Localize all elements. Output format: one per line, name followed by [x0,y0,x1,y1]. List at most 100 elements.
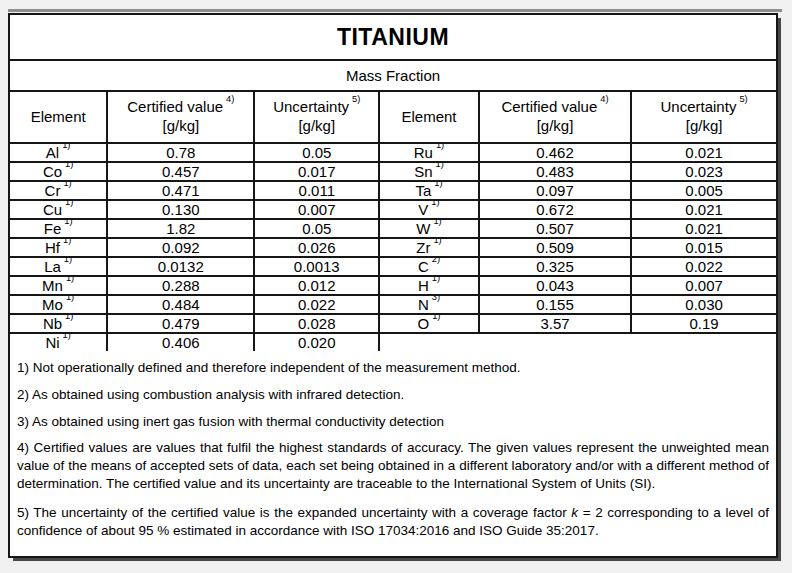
uncertainty-cell: 0.023 [631,162,776,181]
certified-value-header-left: Certified value4) [g/kg] [107,92,254,143]
footnote-ref: 1) [63,238,71,245]
certified-value-cell: 0.325 [479,257,631,276]
uncertainty-cell: 0.0013 [254,257,379,276]
certified-value-cell: 0.507 [479,219,631,238]
certified-value-cell: 0.406 [107,333,254,351]
footnote-ref: 1) [66,295,74,302]
uncertainty-header-left: Uncertainty5) [g/kg] [254,92,379,143]
element-cell: O1) [379,314,479,333]
certified-value-cell: 0.092 [107,238,254,257]
footnote-ref: 1) [433,219,441,226]
uncertainty-cell: 0.007 [254,200,379,219]
unit-label: [g/kg] [110,117,251,136]
certified-value-cell: 0.78 [107,143,254,162]
element-symbol: Co [43,163,62,180]
element-symbol: N [418,296,429,313]
certified-value-cell: 0.509 [479,238,631,257]
footnote-ref: 2) [432,257,440,264]
certified-value-cell: 0.462 [479,143,631,162]
uncertainty-cell: 0.007 [631,276,776,295]
certified-value-cell: 0.484 [107,295,254,314]
footnote-ref: 1) [436,143,444,150]
element-symbol: H [418,277,429,294]
table-row: Mo1)0.4840.022N3)0.1550.030 [10,295,776,314]
footnote-5-text: 5) The uncertainty of the certified valu… [17,505,571,520]
element-cell: H1) [379,276,479,295]
certified-value-cell: 1.82 [107,219,254,238]
unit-label: [g/kg] [634,117,774,136]
element-symbol: Zr [416,239,430,256]
element-cell: Mn1) [10,276,107,295]
footnote-ref: 1) [431,200,439,207]
table-row: Hf1)0.0920.026 Zr 1) 0.5090.015 [10,238,776,257]
uncertainty-cell: 0.022 [631,257,776,276]
uncertainty-cell: 0.021 [631,219,776,238]
element-cell: Cr1) [10,181,107,200]
element-symbol: Fe [44,220,62,237]
table-row: Fe1)1.820.05W1)0.5070.021 [10,219,776,238]
element-cell: Fe1) [10,219,107,238]
table-row: La1)0.01320.0013C2)0.3250.022 [10,257,776,276]
table-row: Cu1)0.1300.007V1)0.6720.021 [10,200,776,219]
mass-fraction-subtitle: Mass Fraction [10,61,776,92]
uncertainty-cell: 0.021 [631,143,776,162]
footnote-ref: 1) [65,314,73,321]
element-header-right: Element [379,92,479,143]
element-symbol: Ta [415,182,431,199]
uncertainty-cell: 0.015 [631,238,776,257]
element-header-label: Element [401,108,456,125]
table-row: Nb1)0.4790.028O1)3.570.19 [10,314,776,333]
element-symbol: Nb [43,315,62,332]
certified-value-cell: 3.57 [479,314,631,333]
footnote-ref: 1) [62,143,70,150]
element-header-label: Element [31,108,86,125]
element-symbol: Ni [45,334,59,351]
element-header-left: Element [10,92,107,143]
uncertainty-cell: 0.19 [631,314,776,333]
uncertainty-header-label: Uncertainty [661,98,737,115]
uncertainty-header-right: Uncertainty5) [g/kg] [631,92,776,143]
element-cell: Co1) [10,162,107,181]
table-row: Ni 1) 0.4060.020 [10,333,776,351]
footnote-ref-5: 5) [739,94,747,104]
certified-value-cell: 0.155 [479,295,631,314]
footnote-ref: 1) [65,200,73,207]
footnote-ref: 1) [432,314,440,321]
element-cell: Sn1) [379,162,479,181]
element-symbol: V [418,201,428,218]
element-cell: Nb1) [10,314,107,333]
uncertainty-cell: 0.028 [254,314,379,333]
certified-value-cell: 0.672 [479,200,631,219]
certified-value-cell: 0.043 [479,276,631,295]
table-row: Cr1)0.4710.011Ta1)0.0970.005 [10,181,776,200]
element-cell: C2) [379,257,479,276]
uncertainty-cell: 0.017 [254,162,379,181]
uncertainty-cell: 0.026 [254,238,379,257]
table-body: Al1)0.780.05Ru1)0.4620.021Co1)0.4570.017… [10,143,776,351]
element-symbol: W [416,220,430,237]
certified-value-header-right: Certified value4) [g/kg] [479,92,631,143]
footnote-ref: 1) [64,219,72,226]
element-symbol: O [418,315,430,332]
footnote-3: 3) As obtained using inert gas fusion wi… [17,413,769,431]
footnotes: 1) Not operationally defined and therefo… [10,351,776,540]
element-symbol: Hf [45,239,60,256]
footnote-ref-4: 4) [226,94,234,104]
title-row: TITANIUM [10,15,776,61]
certified-header-label: Certified value [127,98,223,115]
uncertainty-cell: 0.030 [631,295,776,314]
footnote-ref: 1) [63,333,71,340]
footnote-ref: 1) [63,181,71,188]
element-cell: W1) [379,219,479,238]
element-cell: Hf1) [10,238,107,257]
element-symbol: C [418,258,429,275]
element-symbol: Mn [42,277,63,294]
footnote-ref: 1) [436,162,444,169]
uncertainty-cell: 0.005 [631,181,776,200]
footnote-ref: 1) [432,276,440,283]
element-cell: Cu1) [10,200,107,219]
page-title: TITANIUM [337,24,449,51]
uncertainty-cell: 0.020 [254,333,379,351]
uncertainty-cell: 0.022 [254,295,379,314]
element-cell: Ta1) [379,181,479,200]
